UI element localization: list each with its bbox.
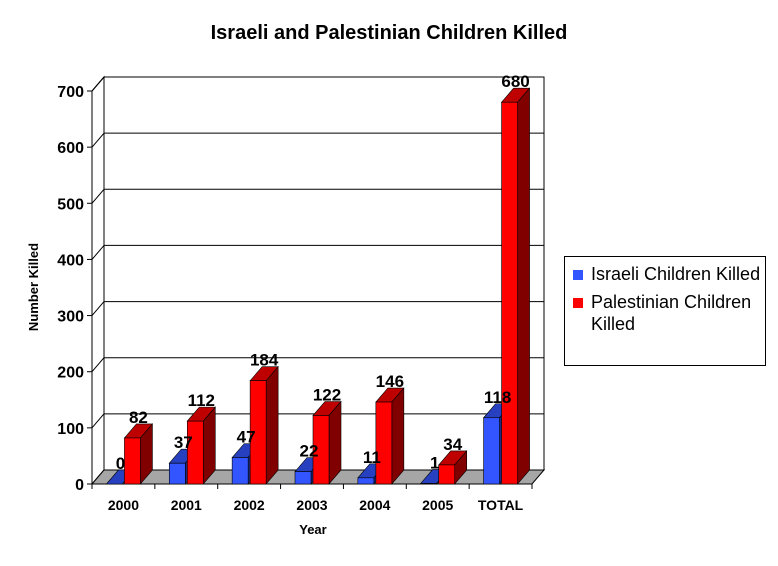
bar-side [202, 406, 216, 485]
bar [438, 450, 468, 485]
gridline-side [91, 245, 105, 260]
side-wall [91, 75, 105, 486]
x-tick-label: 2003 [296, 497, 327, 513]
data-label: 11 [363, 448, 381, 467]
data-label: 112 [188, 391, 215, 410]
y-tick-label: 0 [75, 477, 84, 494]
bars [105, 87, 531, 485]
bar-side [517, 87, 530, 485]
bar [186, 406, 216, 485]
data-label: 82 [129, 408, 148, 427]
gridline-side [91, 188, 105, 204]
y-tick-label: 600 [57, 140, 84, 157]
legend-swatch [573, 270, 583, 280]
data-label: 0 [116, 454, 125, 473]
bar-front [168, 462, 186, 485]
bar-front [501, 101, 518, 485]
x-tick-label: 2005 [422, 497, 453, 513]
legend: Israeli Children Killed Palestinian Child… [564, 256, 766, 366]
y-tick-label: 500 [57, 196, 84, 213]
bar [249, 365, 279, 485]
legend-swatch [573, 298, 583, 308]
gridline-side [91, 132, 105, 148]
legend-item: Israeli Children Killed [573, 263, 761, 285]
y-tick-label: 300 [57, 309, 84, 326]
bar-side [265, 365, 279, 485]
y-tick-label: 100 [57, 421, 84, 438]
data-label: 34 [443, 435, 462, 454]
data-label: 680 [501, 72, 529, 91]
bar [500, 87, 531, 485]
data-label: 184 [250, 351, 279, 370]
data-label: 22 [300, 442, 319, 461]
gridline-side [91, 301, 105, 316]
bar-front [294, 471, 312, 485]
data-label: 122 [313, 386, 341, 405]
bar [123, 423, 154, 485]
gridline-side [91, 357, 105, 373]
bar-front [124, 437, 141, 485]
x-tick-label: TOTAL [478, 497, 524, 513]
bar-front [249, 380, 267, 485]
data-label: 37 [174, 433, 193, 452]
bar-front [186, 420, 204, 485]
gridline-side [91, 413, 105, 429]
x-tick-label: 2002 [234, 497, 265, 513]
bar-front [357, 477, 375, 485]
bar-front [375, 401, 393, 485]
bar-side [391, 387, 405, 485]
bar-side [328, 400, 342, 485]
y-tick-label: 700 [57, 84, 84, 101]
data-label: 146 [376, 372, 404, 391]
bar-front [231, 457, 249, 485]
legend-label: Palestinian Children Killed [591, 292, 752, 334]
x-tick-label: 2000 [108, 497, 139, 513]
y-axis-title: Number Killed [26, 243, 41, 331]
bar-front [420, 483, 438, 485]
gridline-side [91, 76, 105, 92]
axes: 0 100 200 300 400 500 600 700 2000 2001 2002 2003 20… [57, 84, 533, 513]
legend-item: Palestinian Children Killed [573, 291, 761, 335]
chart-title: Israeli and Palestinian Children Killed [210, 22, 568, 44]
bar-front [438, 464, 456, 485]
bar [375, 387, 405, 485]
x-axis-title: Year [299, 522, 326, 537]
x-tick-label: 2004 [359, 497, 390, 513]
y-tick-label: 200 [57, 365, 84, 382]
bar-front [312, 415, 330, 485]
data-label: 118 [484, 388, 511, 407]
bar [312, 400, 342, 485]
legend-label: Israeli Children Killed [591, 264, 761, 284]
data-label: 1 [430, 453, 439, 472]
x-tick-label: 2001 [171, 497, 202, 513]
data-label: 47 [237, 428, 256, 447]
y-tick-label: 400 [57, 252, 84, 269]
bar-front [483, 417, 500, 485]
